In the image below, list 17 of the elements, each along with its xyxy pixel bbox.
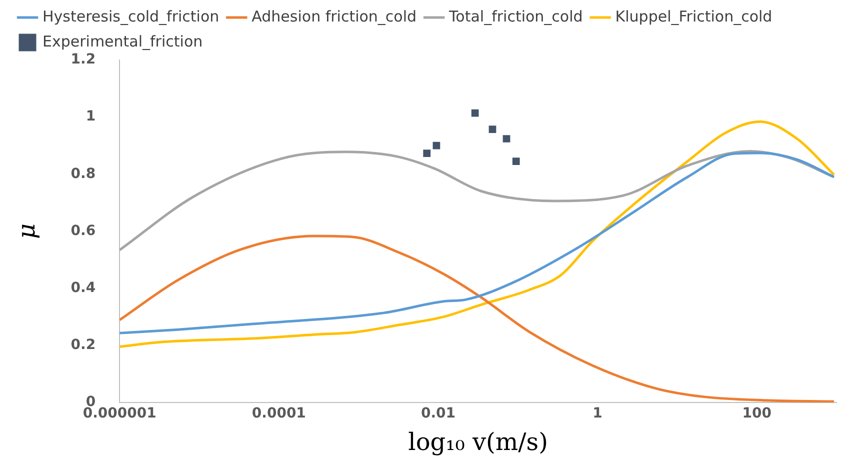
y-tick-label: 1 [86, 108, 96, 125]
legend-label: Adhesion friction_cold [252, 7, 417, 26]
x-tick-label: 1 [592, 405, 602, 422]
legend-label: Kluppel_Friction_cold [615, 7, 772, 26]
y-tick-label: 0.4 [70, 280, 96, 296]
legend-label: Experimental_friction [42, 32, 203, 50]
x-tick-label: 100 [742, 405, 772, 422]
x-axis-title: log₁₀ v(m/s) [408, 428, 548, 456]
y-tick-label: 0.6 [70, 222, 96, 239]
legend-label: Hysteresis_cold_friction [42, 7, 220, 26]
y-tick-label: 0.2 [70, 336, 96, 353]
y-tick-label: 1.2 [70, 52, 96, 68]
legend-label: Total_friction_cold [448, 7, 583, 26]
x-tick-label: 0.01 [420, 405, 456, 422]
x-tick-label: 0.0001 [252, 405, 306, 422]
y-axis-title: μ [12, 223, 41, 240]
y-tick-label: 0.8 [70, 166, 96, 182]
